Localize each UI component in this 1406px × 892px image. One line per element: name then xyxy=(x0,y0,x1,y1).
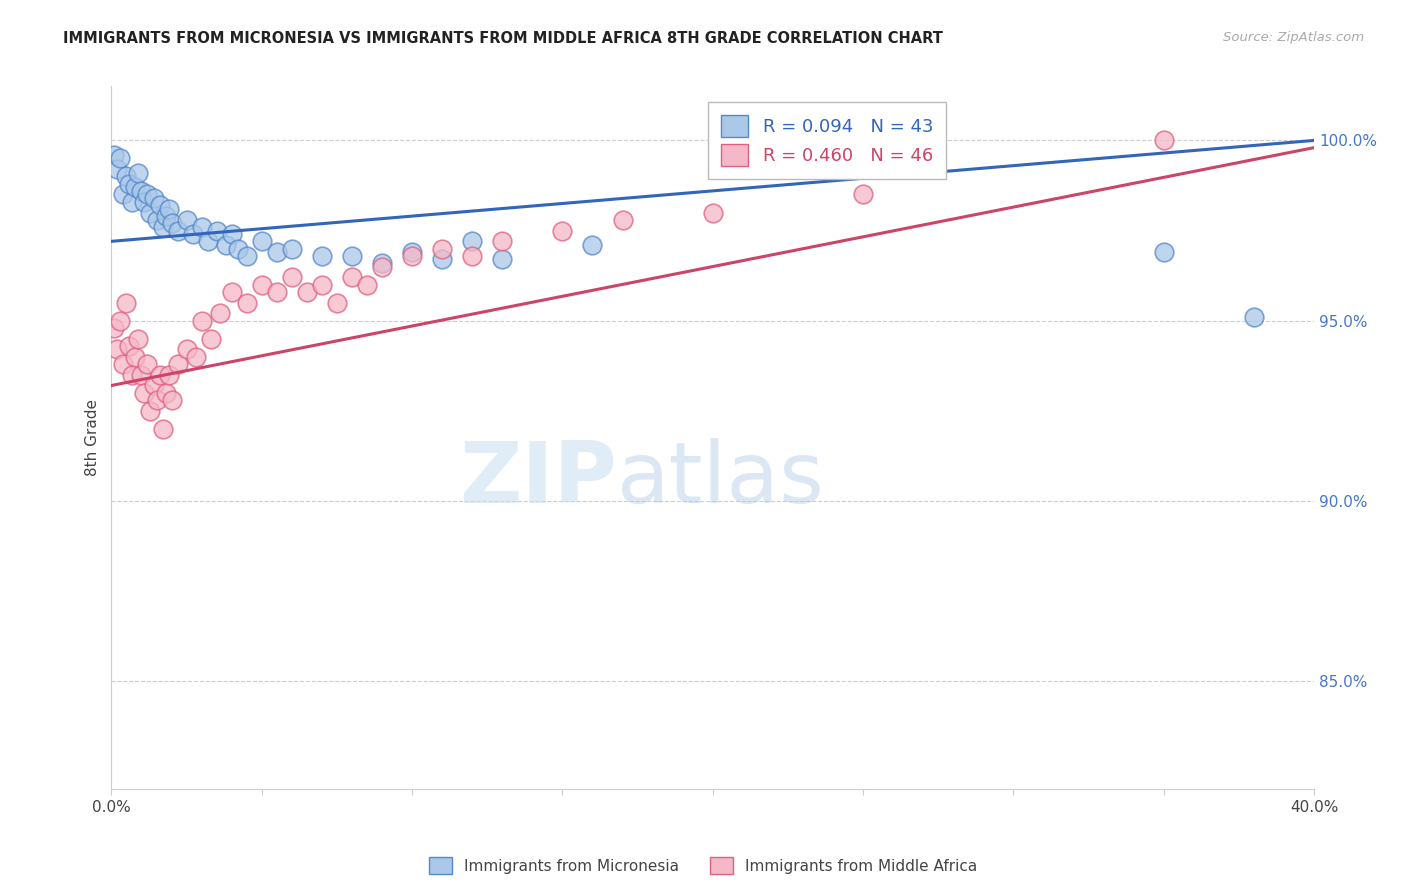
Point xyxy=(371,256,394,270)
Point xyxy=(176,212,198,227)
Point xyxy=(124,180,146,194)
Point xyxy=(1153,133,1175,147)
Legend: Immigrants from Micronesia, Immigrants from Middle Africa: Immigrants from Micronesia, Immigrants f… xyxy=(423,851,983,880)
Point xyxy=(110,152,132,166)
Point xyxy=(197,235,219,249)
Point xyxy=(131,184,153,198)
Point xyxy=(155,209,177,223)
Point xyxy=(356,277,378,292)
Point xyxy=(112,357,135,371)
Point xyxy=(221,227,243,241)
Point xyxy=(181,227,204,241)
Point xyxy=(340,249,363,263)
Point xyxy=(221,285,243,299)
Legend: R = 0.094   N = 43, R = 0.460   N = 46: R = 0.094 N = 43, R = 0.460 N = 46 xyxy=(709,103,946,179)
Point xyxy=(612,212,634,227)
Point xyxy=(118,339,141,353)
Point xyxy=(190,219,212,234)
Point xyxy=(107,343,129,357)
Point xyxy=(1153,245,1175,260)
Point xyxy=(266,245,288,260)
Point xyxy=(127,332,149,346)
Point xyxy=(235,295,257,310)
Point xyxy=(1243,310,1265,324)
Text: atlas: atlas xyxy=(617,439,824,522)
Point xyxy=(461,235,484,249)
Point xyxy=(250,277,273,292)
Point xyxy=(134,385,156,400)
Point xyxy=(160,392,183,407)
Point xyxy=(295,285,318,299)
Text: IMMIGRANTS FROM MICRONESIA VS IMMIGRANTS FROM MIDDLE AFRICA 8TH GRADE CORRELATIO: IMMIGRANTS FROM MICRONESIA VS IMMIGRANTS… xyxy=(63,31,943,46)
Point xyxy=(326,295,349,310)
Point xyxy=(208,306,231,320)
Point xyxy=(200,332,222,346)
Point xyxy=(145,212,167,227)
Point xyxy=(311,249,333,263)
Point xyxy=(281,242,304,256)
Point xyxy=(118,177,141,191)
Point xyxy=(136,187,159,202)
Point xyxy=(184,350,207,364)
Point xyxy=(371,260,394,274)
Point xyxy=(340,270,363,285)
Point xyxy=(139,403,162,417)
Point xyxy=(136,357,159,371)
Point xyxy=(157,368,180,382)
Point xyxy=(166,357,188,371)
Point xyxy=(401,245,423,260)
Point xyxy=(103,148,125,162)
Point xyxy=(250,235,273,249)
Point xyxy=(139,205,162,219)
Y-axis label: 8th Grade: 8th Grade xyxy=(86,400,100,476)
Text: ZIP: ZIP xyxy=(458,439,617,522)
Point xyxy=(176,343,198,357)
Point xyxy=(430,242,453,256)
Point xyxy=(127,166,149,180)
Point xyxy=(491,235,513,249)
Point xyxy=(401,249,423,263)
Point xyxy=(281,270,304,285)
Point xyxy=(166,223,188,237)
Point xyxy=(266,285,288,299)
Point xyxy=(160,216,183,230)
Point xyxy=(107,162,129,177)
Point xyxy=(215,238,238,252)
Point xyxy=(148,198,170,212)
Point xyxy=(205,223,228,237)
Point xyxy=(226,242,249,256)
Text: Source: ZipAtlas.com: Source: ZipAtlas.com xyxy=(1223,31,1364,45)
Point xyxy=(581,238,603,252)
Point xyxy=(551,223,574,237)
Point xyxy=(148,368,170,382)
Point xyxy=(142,191,165,205)
Point xyxy=(131,368,153,382)
Point xyxy=(115,169,138,184)
Point xyxy=(124,350,146,364)
Point xyxy=(235,249,257,263)
Point xyxy=(103,321,125,335)
Point xyxy=(110,313,132,327)
Point xyxy=(461,249,484,263)
Point xyxy=(155,385,177,400)
Point xyxy=(190,313,212,327)
Point xyxy=(134,194,156,209)
Point xyxy=(157,202,180,216)
Point xyxy=(112,187,135,202)
Point xyxy=(121,194,143,209)
Point xyxy=(145,392,167,407)
Point xyxy=(852,187,875,202)
Point xyxy=(152,422,174,436)
Point xyxy=(491,252,513,267)
Point xyxy=(311,277,333,292)
Point xyxy=(121,368,143,382)
Point xyxy=(152,219,174,234)
Point xyxy=(702,205,724,219)
Point xyxy=(115,295,138,310)
Point xyxy=(430,252,453,267)
Point xyxy=(142,378,165,392)
